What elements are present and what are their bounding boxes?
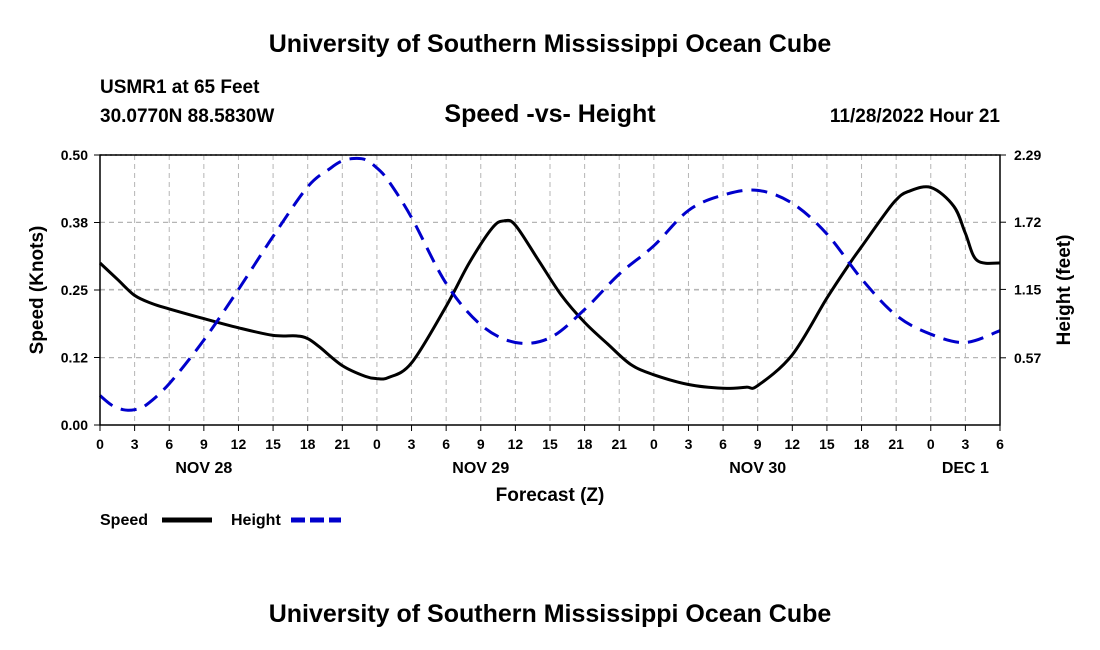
x-tick-label: 18	[854, 436, 870, 452]
day-label: NOV 29	[452, 460, 509, 477]
series-line-speed	[98, 185, 1001, 390]
chart-subtitle: Speed -vs- Height	[444, 100, 656, 128]
x-tick-label: 3	[131, 436, 139, 452]
y2-tick-label: 1.72	[1014, 214, 1041, 230]
day-label: NOV 30	[729, 460, 786, 477]
x-tick-label: 6	[996, 436, 1004, 452]
x-tick-label: 3	[408, 436, 416, 452]
x-tick-label: 3	[961, 436, 969, 452]
x-tick-label: 3	[685, 436, 693, 452]
x-tick-label: 0	[373, 436, 381, 452]
x-tick-label: 6	[442, 436, 450, 452]
legend-label: Speed	[100, 512, 148, 529]
x-tick-label: 12	[508, 436, 524, 452]
x-tick-label: 21	[335, 436, 351, 452]
x-tick-label: 0	[650, 436, 658, 452]
footer-title: University of Southern Mississippi Ocean…	[268, 600, 832, 628]
y-tick-label: 0.38	[61, 215, 88, 231]
day-label: NOV 28	[175, 460, 232, 477]
forecast-datetime: 11/28/2022 Hour 21	[829, 106, 1000, 127]
grid-lines	[99, 154, 1001, 426]
y2-tick-label: 1.15	[1014, 281, 1041, 297]
day-label: DEC 1	[942, 460, 989, 477]
legend-label: Height	[231, 512, 281, 529]
y2-axis-title: Height (feet)	[1054, 235, 1075, 346]
x-tick-label: 15	[542, 436, 558, 452]
y-tick-label: 0.25	[61, 282, 88, 298]
x-tick-label: 6	[719, 436, 727, 452]
series-line-height	[99, 156, 1001, 412]
y-tick-label: 0.50	[61, 147, 88, 163]
station-coordinates: 30.0770N 88.5830W	[100, 106, 275, 127]
x-tick-label: 9	[200, 436, 208, 452]
x-tick-label: 15	[265, 436, 281, 452]
y-tick-label: 0.00	[61, 417, 88, 433]
station-label: USMR1 at 65 Feet	[100, 77, 260, 98]
x-tick-label: 18	[577, 436, 593, 452]
x-tick-label: 21	[611, 436, 627, 452]
x-tick-label: 0	[96, 436, 104, 452]
legend: Speed Height	[100, 512, 341, 529]
y2-tick-label: 0.57	[1014, 350, 1041, 366]
y-axis-title: Speed (Knots)	[27, 226, 48, 355]
y-tick-label: 0.12	[61, 350, 88, 366]
series-lines	[98, 156, 1001, 412]
x-tick-label: 9	[754, 436, 762, 452]
x-tick-label: 18	[300, 436, 316, 452]
x-tick-label: 21	[888, 436, 904, 452]
x-tick-label: 6	[165, 436, 173, 452]
x-axis-title: Forecast (Z)	[496, 485, 605, 506]
x-tick-label: 15	[819, 436, 835, 452]
x-tick-label: 0	[927, 436, 935, 452]
x-tick-label: 12	[231, 436, 247, 452]
y2-tick-label: 2.29	[1014, 147, 1041, 163]
axes: 0 3 6 9 12 15 18 21 0 3 6 9 12 15 18 21 0 3 6 9 12 15 18 21 0 3 6 0…	[27, 147, 1075, 506]
x-tick-label: 12	[785, 436, 801, 452]
page-title: University of Southern Mississippi Ocean…	[268, 30, 832, 58]
x-tick-label: 9	[477, 436, 485, 452]
